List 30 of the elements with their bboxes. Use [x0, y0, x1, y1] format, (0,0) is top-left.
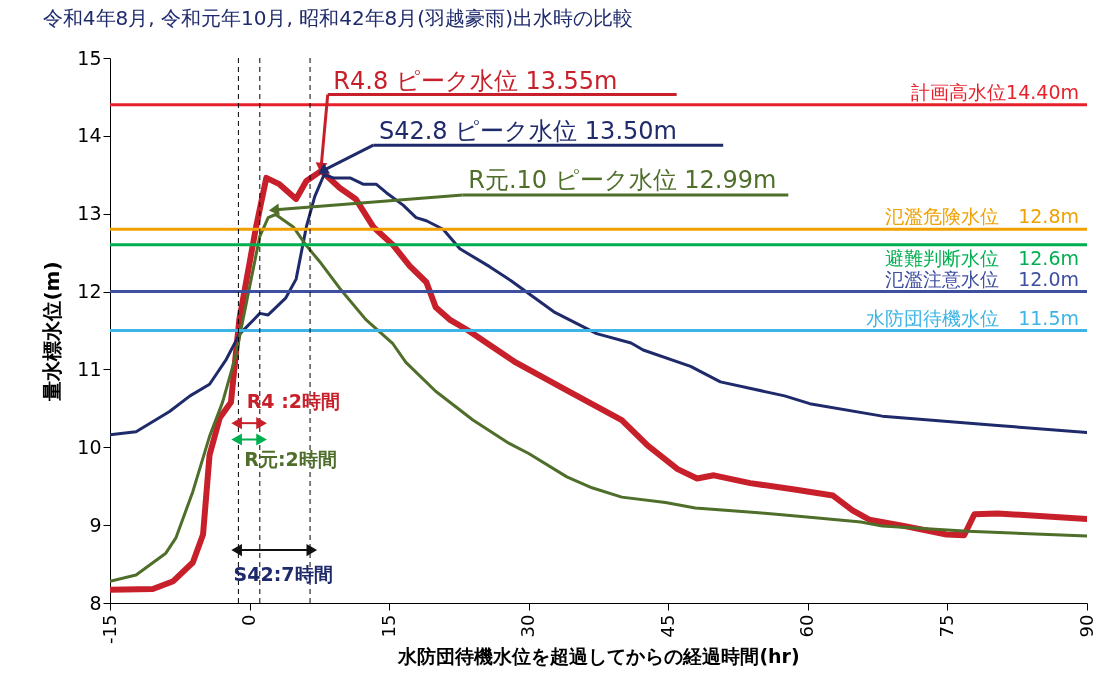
- annotation: R4 :2時間: [246, 390, 340, 413]
- ref-line-label: 水防団待機水位 11.5m: [866, 306, 1079, 329]
- x-tick-label: 0: [238, 614, 260, 626]
- annotation: R元.10 ピーク水位 12.99m: [468, 166, 777, 195]
- y-tick-label: 10: [77, 435, 102, 458]
- x-tick-label: 30: [517, 614, 539, 638]
- ref-line-label: 氾濫危険水位 12.8m: [885, 205, 1079, 228]
- ref-line-label: 氾濫注意水位 12.0m: [885, 267, 1079, 290]
- ref-line-label: 計画高水位14.40m: [911, 80, 1079, 103]
- x-axis-title: 水防団待機水位を超過してからの経過時間(hr): [397, 644, 800, 667]
- y-tick-label: 11: [77, 357, 102, 380]
- y-tick-label: 12: [77, 280, 102, 303]
- x-tick-label: 75: [935, 614, 957, 638]
- x-tick-label: 45: [656, 614, 678, 638]
- y-tick-label: 13: [77, 202, 102, 225]
- chart-title: 令和4年8月, 令和元年10月, 昭和42年8月(羽越豪雨)出水時の比較: [42, 6, 633, 30]
- annotation: R元:2時間: [244, 447, 337, 470]
- x-tick-label: 60: [796, 614, 818, 638]
- ref-line-label: 避難判断水位 12.6m: [885, 246, 1079, 269]
- y-tick-label: 9: [89, 513, 102, 536]
- y-tick-label: 8: [89, 591, 102, 614]
- annotation: R4.8 ピーク水位 13.55m: [333, 67, 618, 96]
- x-tick-label: -15: [98, 614, 120, 644]
- y-axis-title: 量水標水位(m): [40, 261, 65, 402]
- x-tick-label: 15: [377, 614, 399, 638]
- annotation: S42.8 ピーク水位 13.50m: [378, 116, 677, 145]
- y-tick-label: 14: [77, 124, 102, 147]
- x-tick-label: 90: [1075, 614, 1097, 638]
- y-tick-label: 15: [77, 46, 102, 69]
- annotation: S42:7時間: [233, 562, 333, 585]
